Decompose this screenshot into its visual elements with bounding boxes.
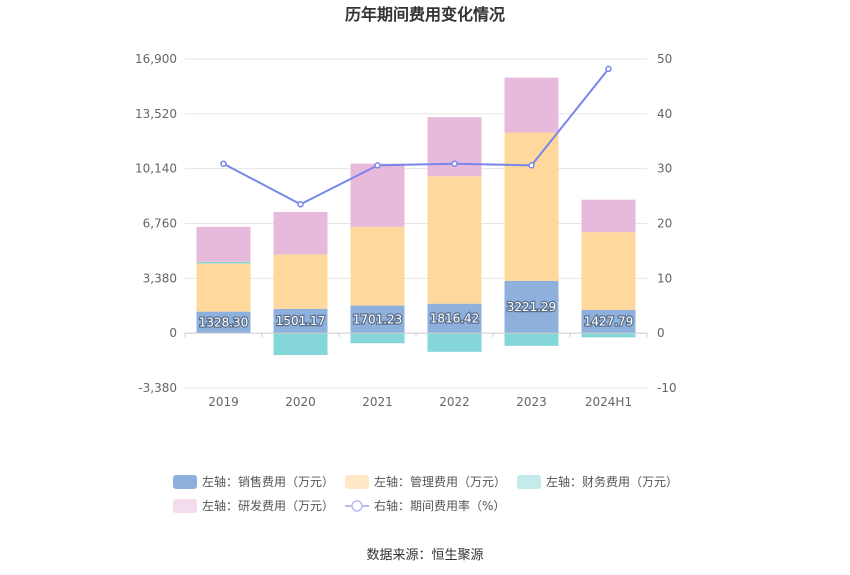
x-tick-label: 2022 [439,395,470,409]
bar-segment [350,226,405,306]
legend-label: 左轴：管理费用（万元） [374,474,506,489]
right-tick-label: -10 [657,381,677,395]
right-tick-label: 30 [657,162,672,176]
bar-segment [427,303,482,334]
rate-point [297,201,304,208]
legend-label: 左轴：财务费用（万元） [546,474,678,489]
legend-swatch [517,475,541,489]
bar-segment [504,132,559,281]
right-tick-label: 20 [657,217,672,231]
bar-segment [273,333,328,356]
right-tick-label: 0 [657,326,665,340]
bars [196,77,636,356]
rate-point [451,160,458,167]
left-tick-label: 6,760 [143,217,177,231]
bar-segment [350,163,405,227]
right-tick-label: 50 [657,52,672,66]
sales-data-label: 1701.23 [353,312,403,326]
left-tick-label: 13,520 [135,107,177,121]
legend-swatch [173,475,197,489]
chart-title: 历年期间费用变化情况 [345,5,505,24]
bar-segment [196,226,251,262]
sales-data-label: 3221.29 [507,300,557,314]
x-tick-label: 2023 [516,395,547,409]
bar-segment [427,176,482,304]
bar-segment [273,308,328,334]
x-tick-label: 2021 [362,395,393,409]
bar-segment [427,117,482,177]
x-tick-label: 2019 [208,395,239,409]
rate-line-series [220,65,612,208]
right-tick-label: 40 [657,107,672,121]
left-tick-label: 3,380 [143,271,177,285]
left-tick-label: -3,380 [138,381,177,395]
bar-segment [581,333,636,338]
legend: 左轴：销售费用（万元） 左轴：管理费用（万元） 左轴：财务费用（万元） 左轴：研发费用… [173,474,678,513]
bar-segment [581,310,636,334]
left-tick-label: 0 [169,326,177,340]
bar-segment [504,333,559,346]
legend-label: 右轴：期间费用率（%） [374,498,505,513]
rate-line [223,68,610,206]
zero-axis-line [184,332,648,338]
data-labels: 1328.30 1501.17 1701.23 1816.42 3221.29 1427.… [197,299,634,331]
bar-segment [273,254,328,309]
x-tick-label: 2020 [285,395,316,409]
legend-label: 左轴：销售费用（万元） [202,474,334,489]
left-tick-label: 16,900 [135,52,177,66]
sales-data-label: 1328.30 [199,315,249,329]
sales-data-label: 1816.42 [430,311,480,325]
sales-data-label: 1501.17 [276,314,326,328]
bar-segment [350,305,405,334]
right-axis-ticks: 50 40 30 20 10 0 -10 [657,52,677,395]
sales-data-label: 1427.79 [584,315,634,329]
bar-segment [196,263,251,312]
bar-segment [273,211,328,255]
legend-line-marker [351,500,363,512]
bar-segment [581,232,636,311]
bar-segment [581,199,636,233]
bar-segment [504,280,559,334]
rate-point [605,65,612,73]
legend-label: 左轴：研发费用（万元） [202,498,334,513]
bar-segment [504,77,559,133]
bar-segment [196,311,251,334]
source-note: 数据来源：恒生聚源 [366,548,483,563]
rate-point [220,160,227,167]
bar-segment [350,333,405,344]
left-tick-label: 10,140 [135,162,177,176]
x-axis-ticks: 2019 2020 2021 2022 2023 2024H1 [208,395,632,409]
left-axis-ticks: 16,900 13,520 10,140 6,760 3,380 0 -3,380 [135,52,177,395]
x-tick-label: 2024H1 [585,395,632,409]
rate-point [528,162,535,169]
bar-segment [196,261,251,264]
rate-point [374,162,381,169]
legend-swatch [173,499,197,513]
bar-segment [427,333,482,352]
legend-swatch [345,475,369,489]
right-tick-label: 10 [657,271,672,285]
